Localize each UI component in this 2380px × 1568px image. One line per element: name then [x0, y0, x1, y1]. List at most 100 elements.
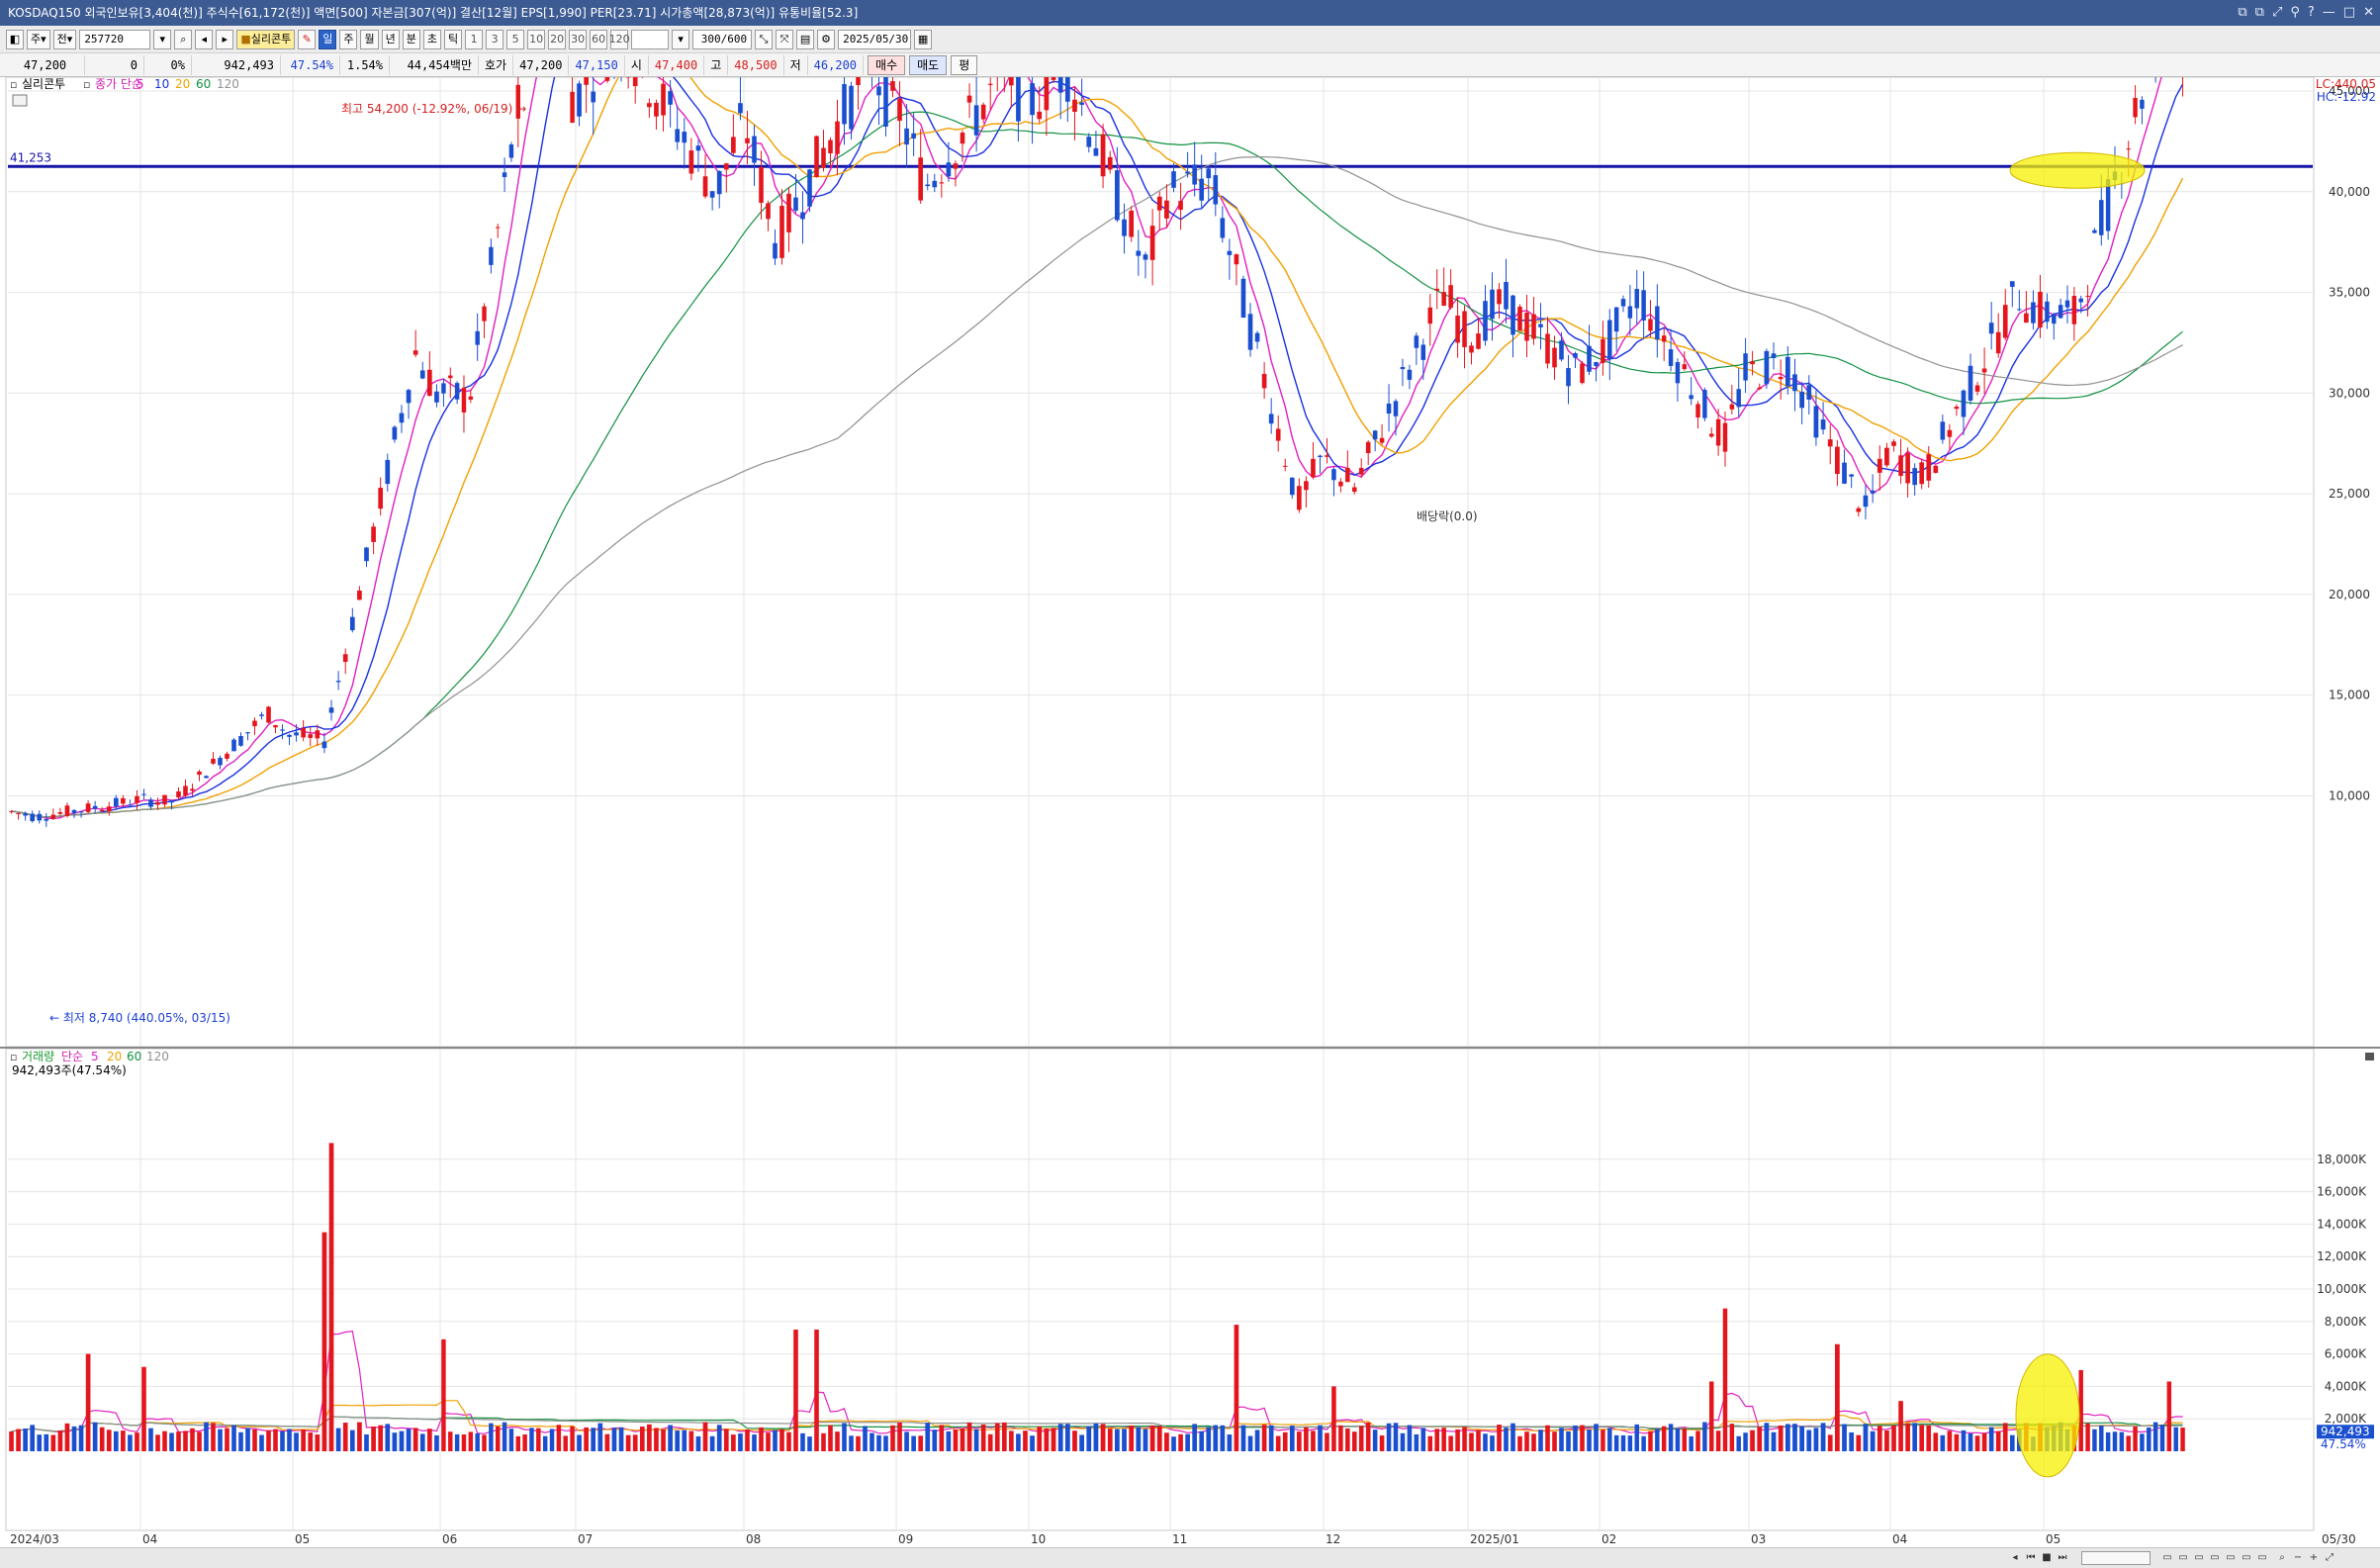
candle-body — [1275, 428, 1281, 441]
settings-gear-icon[interactable]: ⚙ — [817, 29, 836, 49]
stop-icon[interactable]: ■ — [2042, 1552, 2052, 1563]
calendar-icon[interactable]: ▦ — [914, 29, 933, 49]
help-icon[interactable]: ? — [2307, 5, 2315, 20]
window-controls: ⧉ ⧉ ⤢ ⚲ ? — □ ✕ — [2238, 0, 2374, 26]
volume-bar — [1143, 1429, 1148, 1451]
volume-bar — [1675, 1428, 1681, 1451]
zoom-out-icon[interactable]: ⌕ — [2279, 1552, 2285, 1563]
layout-5-icon[interactable]: ▭ — [2226, 1552, 2236, 1563]
custom-interval-input[interactable] — [631, 29, 670, 49]
volume-bar — [1988, 1427, 1994, 1451]
first-icon[interactable]: ⏮ — [2026, 1552, 2036, 1563]
candle-body — [2052, 314, 2057, 324]
table-toggle-icon[interactable] — [12, 94, 28, 107]
tab-week[interactable]: 주 — [339, 29, 358, 49]
link-window-icon[interactable]: ⧉ — [2238, 5, 2247, 20]
nav-arrows-icon[interactable]: ▸ — [216, 29, 234, 49]
candle-body — [1420, 344, 1426, 360]
plus-icon[interactable]: + — [2309, 1552, 2319, 1563]
scroll-left-icon[interactable]: ◂ — [2012, 1552, 2018, 1563]
save-icon[interactable]: ▤ — [796, 29, 815, 49]
volume-bar — [328, 1143, 334, 1451]
tab-year[interactable]: 년 — [381, 29, 400, 49]
tab-minute[interactable]: 분 — [402, 29, 420, 49]
scale-icon[interactable]: ⤢ — [2326, 1552, 2334, 1563]
search-icon[interactable]: ⌕ — [174, 29, 193, 49]
volume-bar — [688, 1430, 694, 1451]
candle-body — [1778, 377, 1784, 380]
market-select[interactable]: 주 ▾ — [27, 29, 50, 49]
volume-panel-menu-icon[interactable] — [2365, 1053, 2374, 1061]
interval-30[interactable]: 30 — [569, 29, 588, 49]
interval-60[interactable]: 60 — [590, 29, 608, 49]
buy-button[interactable]: 매수 — [868, 54, 906, 75]
layout-6-icon[interactable]: ▭ — [2242, 1552, 2251, 1563]
close-icon[interactable]: ✕ — [2363, 5, 2374, 20]
volume-bar — [766, 1432, 771, 1451]
volume-bar — [78, 1425, 84, 1451]
interval-3[interactable]: 3 — [486, 29, 504, 49]
candle-body — [2126, 148, 2131, 150]
dividend-annotation: 배당락(0.0) — [1417, 509, 1478, 523]
volume-bar — [1517, 1435, 1522, 1451]
expand-icon[interactable]: ⤢ — [2271, 5, 2283, 20]
sell-button[interactable]: 매도 — [909, 54, 948, 75]
pin-icon[interactable]: ⚲ — [2290, 5, 2300, 20]
candle-body — [155, 801, 160, 805]
layout-4-icon[interactable]: ▭ — [2210, 1552, 2220, 1563]
volume-bar — [793, 1330, 798, 1451]
candle-body — [183, 785, 188, 796]
last-icon[interactable]: ⏭ — [2058, 1552, 2067, 1563]
edit-icon[interactable]: ✎ — [298, 29, 317, 49]
interval-5[interactable]: 5 — [506, 29, 525, 49]
average-button[interactable]: 평 — [951, 54, 978, 75]
interval-20[interactable]: 20 — [548, 29, 567, 49]
interval-1[interactable]: 1 — [465, 29, 484, 49]
high-price: 48,500 — [728, 54, 784, 75]
realtime-stock-button[interactable]: ■ 실리콘투 — [236, 29, 296, 49]
candle-body — [1877, 458, 1882, 473]
layout-2-icon[interactable]: ▭ — [2178, 1552, 2188, 1563]
layout-3-icon[interactable]: ▭ — [2194, 1552, 2204, 1563]
chart-area[interactable]: 50,00045,00040,00035,00030,00025,00020,0… — [0, 77, 2380, 1547]
prev-select[interactable]: 전 ▾ — [52, 29, 77, 49]
ma-collapse-icon[interactable]: ▫ — [83, 78, 90, 91]
maximize-icon[interactable]: □ — [2342, 5, 2356, 20]
volume-bar — [1072, 1430, 1077, 1451]
minus-icon[interactable]: − — [2293, 1552, 2303, 1563]
sound-icon[interactable]: ◂ — [195, 29, 214, 49]
candle-body — [856, 77, 861, 85]
tab-day[interactable]: 일 — [319, 29, 337, 49]
crosshair-icon[interactable]: ⤧ — [776, 29, 794, 49]
candle-body — [1497, 289, 1502, 305]
candle-body — [1407, 369, 1413, 380]
volume-bar — [1352, 1431, 1357, 1451]
candle-body — [252, 720, 257, 727]
zoom-icon[interactable]: ⤡ — [755, 29, 774, 49]
tab-second[interactable]: 초 — [422, 29, 441, 49]
screen-menu-icon[interactable]: ◧ — [6, 29, 24, 49]
candle-body — [245, 732, 250, 734]
tab-month[interactable]: 월 — [360, 29, 379, 49]
interval-120[interactable]: 120 — [609, 29, 630, 49]
interval-dropdown-icon[interactable]: ▾ — [672, 29, 690, 49]
layout-1-icon[interactable]: ▭ — [2162, 1552, 2172, 1563]
data-count-input[interactable]: 300/600 — [692, 29, 753, 49]
candle-body — [987, 83, 993, 85]
volume-bar — [385, 1424, 391, 1451]
panel-collapse-icon[interactable]: ▫ — [10, 78, 17, 91]
tab-tick[interactable]: 틱 — [443, 29, 463, 49]
layout-7-icon[interactable]: ▭ — [2257, 1552, 2267, 1563]
stock-code-input[interactable]: 257720 — [79, 29, 151, 49]
volume-collapse-icon[interactable]: ▫ — [10, 1051, 17, 1063]
interval-10[interactable]: 10 — [527, 29, 546, 49]
minimize-icon[interactable]: — — [2322, 5, 2335, 20]
candle-body — [1771, 353, 1777, 358]
scroll-slider[interactable] — [2081, 1551, 2151, 1565]
volume-bar — [1545, 1425, 1550, 1451]
candle-body — [1448, 285, 1453, 309]
code-dropdown-icon[interactable]: ▾ — [153, 29, 172, 49]
date-input[interactable]: 2025/05/30 — [838, 29, 912, 49]
price-y-tick: 30,000 — [2329, 386, 2370, 400]
copy-window-icon[interactable]: ⧉ — [2254, 5, 2264, 20]
